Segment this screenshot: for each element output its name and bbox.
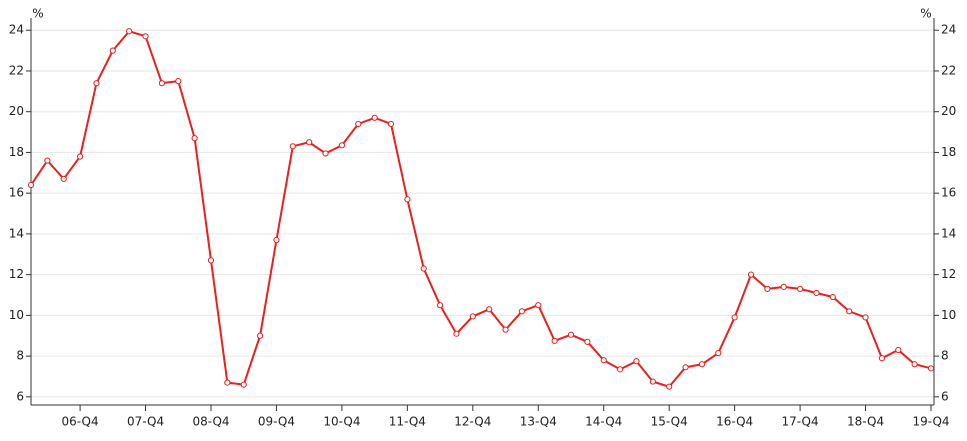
- x-tick-label: 14-Q4: [585, 415, 622, 429]
- data-point: [142, 33, 149, 40]
- x-tick-label: 12-Q4: [454, 415, 491, 429]
- data-point: [829, 293, 836, 301]
- data-point: [895, 346, 902, 354]
- y-tick-label: 20: [9, 104, 24, 118]
- y2-tick-label: 16: [941, 186, 956, 200]
- data-point: [322, 150, 329, 157]
- data-point: [764, 285, 771, 292]
- data-point: [355, 120, 362, 128]
- y2-tick-label: 20: [941, 104, 956, 118]
- y-tick-label: 22: [9, 63, 24, 77]
- data-point: [404, 196, 411, 203]
- data-point: [846, 308, 853, 315]
- y-tick-label: 16: [9, 186, 24, 200]
- data-point: [862, 314, 869, 321]
- y-tick-label: 12: [9, 267, 24, 281]
- y2-tick-label: 22: [941, 63, 956, 77]
- data-point: [289, 143, 296, 150]
- data-point: [518, 308, 526, 315]
- data-point: [616, 366, 624, 373]
- data-point: [911, 361, 918, 368]
- data-point: [927, 365, 935, 372]
- data-point: [584, 338, 591, 345]
- data-point: [371, 114, 378, 121]
- x-tick-label: 19-Q4: [912, 415, 949, 429]
- data-point: [158, 80, 166, 87]
- y2-tick-label: 18: [941, 145, 956, 159]
- data-point: [535, 302, 542, 309]
- data-point: [126, 28, 133, 35]
- data-point: [780, 283, 787, 290]
- y-tick-label: 18: [9, 145, 24, 159]
- data-point: [469, 313, 476, 320]
- data-point: [76, 153, 84, 160]
- x-tick-label: 06-Q4: [62, 415, 99, 429]
- x-tick-label: 16-Q4: [716, 415, 753, 429]
- y-axis-unit: %: [32, 7, 43, 21]
- data-point: [387, 120, 395, 128]
- data-point: [747, 271, 755, 278]
- data-point: [27, 181, 35, 189]
- data-point: [796, 285, 804, 292]
- data-point: [486, 306, 493, 313]
- data-line: [30, 30, 932, 388]
- data-point: [256, 332, 264, 339]
- x-tick-label: 15-Q4: [651, 415, 688, 429]
- data-point: [44, 157, 51, 164]
- data-point: [633, 358, 640, 365]
- x-tick-label: 18-Q4: [847, 415, 884, 429]
- y-tick-label: 14: [9, 226, 24, 240]
- data-point: [224, 379, 231, 386]
- data-point: [600, 357, 607, 364]
- data-point: [240, 381, 247, 388]
- data-point: [338, 142, 346, 149]
- data-point: [649, 378, 656, 385]
- data-point: [731, 314, 738, 321]
- y-tick-label: 6: [16, 389, 24, 403]
- data-point: [682, 364, 689, 371]
- x-tick-label: 17-Q4: [782, 415, 819, 429]
- data-point: [453, 330, 460, 337]
- data-point: [502, 326, 509, 333]
- data-point: [567, 331, 575, 338]
- data-point: [60, 175, 67, 183]
- data-point: [273, 236, 280, 244]
- data-point: [666, 383, 673, 390]
- data-point: [813, 289, 820, 297]
- data-point: [191, 135, 198, 142]
- y-tick-label: 10: [9, 308, 24, 322]
- data-point: [698, 361, 706, 368]
- x-tick-label: 09-Q4: [258, 415, 295, 429]
- data-point: [93, 80, 100, 87]
- y2-tick-label: 24: [941, 23, 956, 37]
- data-point: [551, 337, 558, 344]
- data-point: [878, 355, 886, 362]
- y2-tick-label: 14: [941, 226, 956, 240]
- data-point: [436, 302, 444, 309]
- data-point: [715, 349, 722, 357]
- y2-tick-label: 8: [941, 349, 949, 363]
- data-point: [109, 47, 116, 54]
- x-tick-label: 07-Q4: [127, 415, 164, 429]
- data-point: [207, 257, 215, 264]
- data-point: [175, 78, 182, 85]
- y2-tick-label: 10: [941, 308, 956, 322]
- data-point: [420, 265, 427, 272]
- x-tick-label: 11-Q4: [389, 415, 426, 429]
- y-tick-label: 24: [9, 23, 24, 37]
- x-tick-label: 13-Q4: [520, 415, 557, 429]
- y2-axis-unit: %: [920, 7, 931, 21]
- x-tick-label: 08-Q4: [192, 415, 229, 429]
- y2-tick-label: 6: [941, 389, 949, 403]
- y-tick-label: 8: [16, 349, 24, 363]
- y2-tick-label: 12: [941, 267, 956, 281]
- data-point: [306, 139, 313, 146]
- x-tick-label: 10-Q4: [323, 415, 360, 429]
